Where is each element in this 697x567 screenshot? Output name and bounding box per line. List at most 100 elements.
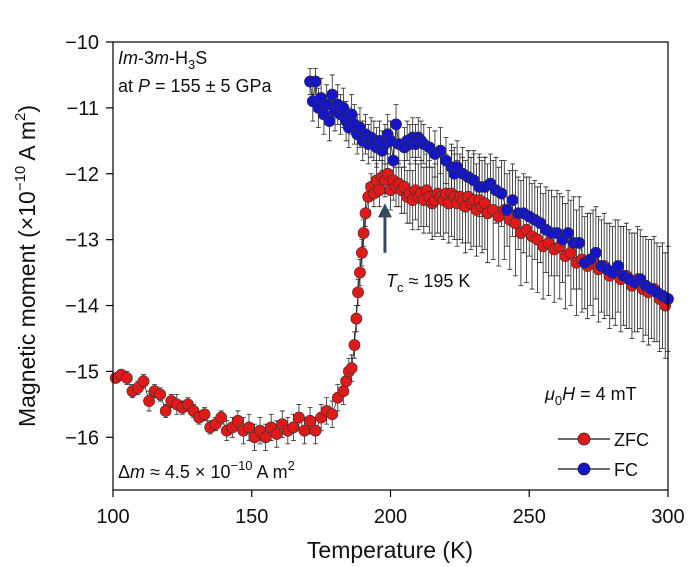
- x-tick-label-300: 300: [651, 506, 684, 528]
- x-tick-label-100: 100: [96, 506, 129, 528]
- delta-symbol: Δ: [118, 462, 130, 482]
- tc-value: ≈ 195 K: [404, 271, 471, 291]
- y-tick-label-0: −10: [65, 32, 99, 54]
- zfc-data-point: [304, 414, 316, 427]
- x-axis-title: Temperature (K): [307, 537, 473, 563]
- zfc-data-point: [143, 395, 155, 407]
- y-axis-title-exponent: −10: [12, 166, 29, 191]
- zfc-data-point: [137, 375, 150, 388]
- field-label: μ0H = 4 mT: [544, 384, 637, 408]
- zfc-data-point: [326, 408, 339, 421]
- zfc-data-point: [348, 339, 361, 351]
- field-subscript: 0: [555, 393, 562, 408]
- axes-layer: 100 150 200 250 300 −10 −11 −12 −13 −14 −15 −16: [65, 32, 685, 528]
- x-tick-label-200: 200: [374, 506, 407, 528]
- zfc-data-point: [293, 411, 305, 424]
- legend-zfc-marker: [577, 432, 591, 446]
- tc-subscript: c: [397, 280, 404, 295]
- zfc-data-point: [298, 424, 311, 437]
- fc-data-point: [345, 108, 358, 121]
- delta-m-label: Δm ≈ 4.5 × 10−10 A m2: [118, 458, 295, 482]
- tc-symbol: T: [386, 271, 399, 291]
- zfc-data-point: [345, 362, 358, 375]
- legend-fc-label: FC: [614, 460, 638, 480]
- legend-zfc-label: ZFC: [614, 430, 649, 450]
- sample-label-line2: at P = 155 ± 5 GPa: [118, 76, 272, 96]
- y-axis-title: Magnetic moment (×10−10 A m2): [12, 105, 40, 427]
- fc-data-point: [612, 260, 624, 272]
- tc-label: Tc ≈ 195 K: [386, 271, 470, 295]
- sample-label-line1: Im-3m-H3S: [118, 48, 207, 72]
- y-tick-label-3: −13: [65, 230, 99, 252]
- zfc-data-point: [357, 227, 370, 239]
- fc-data-point: [326, 88, 339, 101]
- fc-data-point: [387, 154, 400, 167]
- legend-fc-marker: [577, 462, 591, 476]
- fc-data-point: [390, 118, 402, 131]
- zfc-data-point: [340, 375, 352, 388]
- zfc-data-point: [309, 424, 322, 437]
- y-axis-title-main: Magnetic moment (×10: [14, 191, 40, 427]
- tc-arrow-head: [377, 203, 392, 218]
- y-tick-label-6: −16: [65, 427, 99, 449]
- fc-data-point: [562, 227, 574, 239]
- x-tick-label-250: 250: [513, 506, 546, 528]
- delta-value: ≈ 4.5 × 10: [145, 462, 230, 482]
- sample-phase-3: -3: [138, 48, 154, 68]
- pressure-symbol: P: [138, 76, 150, 96]
- delta-unit-exponent: 2: [288, 458, 295, 473]
- sample-phase-italic-m: m: [154, 48, 169, 68]
- zfc-data-point: [270, 428, 283, 440]
- zfc-data-point: [337, 385, 350, 398]
- sample-phase-italic-im: Im: [118, 48, 138, 68]
- zfc-data-point: [159, 405, 172, 417]
- y-axis-title-unit-exponent: 2: [12, 113, 29, 121]
- y-tick-label-1: −11: [67, 98, 99, 120]
- field-mu: μ: [544, 384, 555, 404]
- zfc-data-point: [287, 421, 300, 434]
- fc-data-point: [495, 187, 508, 200]
- fc-data-point: [589, 246, 602, 259]
- zfc-data-point: [350, 312, 363, 325]
- fc-data-point: [309, 75, 322, 88]
- tc-arrow: [377, 203, 392, 253]
- fc-data-point: [501, 204, 513, 216]
- sample-formula-h: -H: [169, 48, 188, 68]
- zfc-data-point: [354, 266, 366, 279]
- zfc-data-point: [359, 207, 372, 220]
- y-axis-title-close: ): [14, 105, 40, 113]
- legend: ZFC FC: [558, 430, 649, 480]
- data-points-layer: [109, 75, 674, 444]
- zfc-data-point: [198, 408, 211, 421]
- y-axis-title-unit: A m: [14, 121, 40, 166]
- zfc-data-point: [259, 431, 272, 444]
- zfc-data-point: [243, 421, 255, 434]
- pressure-value: = 155 ± 5 GPa: [150, 76, 272, 96]
- fc-data-point: [506, 194, 519, 207]
- y-tick-label-5: −15: [65, 361, 99, 383]
- sample-formula-subscript: 3: [188, 57, 195, 72]
- delta-unit: A m: [253, 462, 288, 482]
- fc-data-point: [573, 237, 586, 249]
- zfc-data-point: [564, 246, 577, 259]
- zfc-data-point: [154, 388, 167, 401]
- zfc-data-point: [373, 184, 386, 197]
- y-tick-label-2: −12: [65, 164, 99, 186]
- field-value: = 4 mT: [575, 384, 637, 404]
- zfc-data-point: [231, 414, 244, 427]
- delta-m: m: [130, 462, 145, 482]
- field-h: H: [562, 384, 576, 404]
- sample-formula-s: S: [195, 48, 207, 68]
- zfc-data-point: [509, 217, 522, 230]
- delta-exponent: −10: [230, 458, 252, 473]
- pressure-prefix: at: [118, 76, 138, 96]
- fc-data-point: [323, 115, 336, 127]
- zfc-data-point: [356, 246, 368, 259]
- y-tick-label-4: −14: [65, 296, 99, 318]
- fc-data-point: [337, 101, 350, 114]
- zfc-data-point: [215, 411, 228, 424]
- fc-data-point: [434, 144, 447, 157]
- zfc-data-point: [120, 372, 133, 384]
